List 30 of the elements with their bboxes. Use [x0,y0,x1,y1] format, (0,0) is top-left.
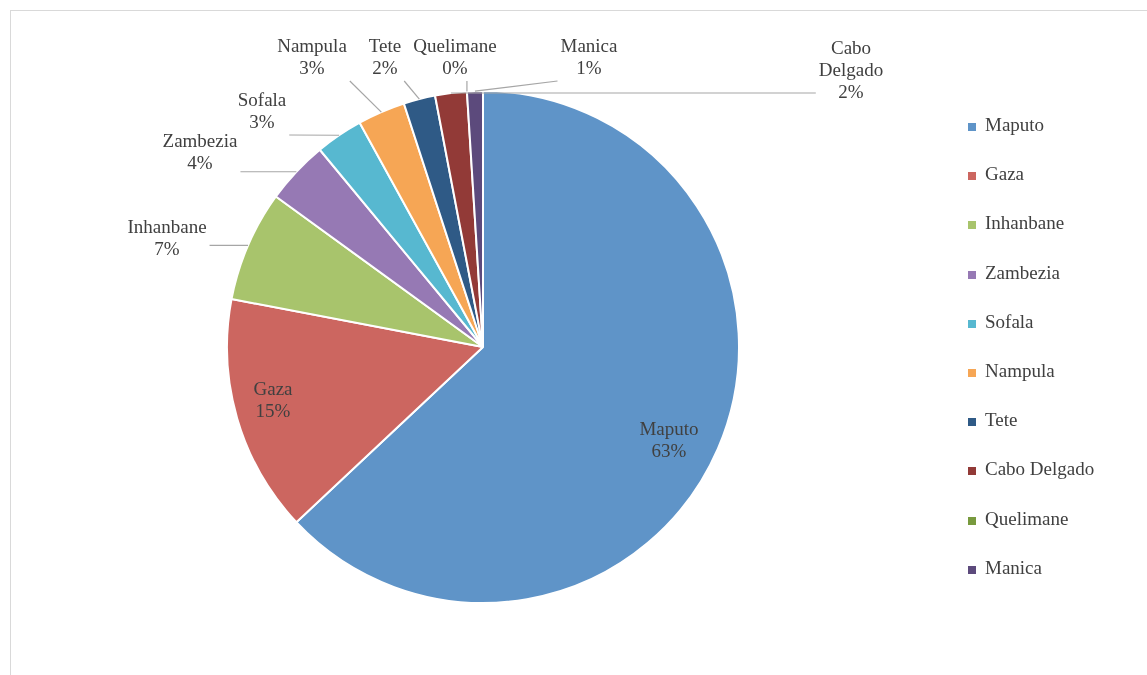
data-label: 2% [372,56,398,78]
text: 0% [442,56,468,78]
legend-label: Zambezia [985,261,1060,284]
slice-label: Cabo Delgado [818,36,884,80]
data-label: 3% [249,110,275,132]
legend-label: Cabo Delgado [985,458,1095,481]
data-label: 7% [154,237,180,259]
legend-label: Manica [985,556,1042,579]
data-label: 4% [187,151,213,173]
legend-label: Tete [985,409,1018,432]
legend-label: Inhanbane [985,212,1065,235]
slice-label: Sofala [237,88,287,110]
data-label: 63% [651,439,687,461]
legend-label: Sofala [985,310,1034,333]
slice-label: Manica [560,34,619,56]
slice-label: Inhanbane [127,215,207,237]
slice-label: Gaza [253,377,294,399]
legend-label: Gaza [985,163,1025,186]
slice-label: Nampula [277,34,348,56]
slice-label: Tete [368,34,402,56]
slice-label: Zambezia [162,129,239,151]
data-label: 3% [299,56,325,78]
legend-label: Quelimane [985,507,1069,530]
category-label: Quelimane [413,34,497,56]
slice-label: Maputo [639,417,699,439]
data-label: 2% [838,80,864,102]
legend-label: Nampula [985,359,1055,382]
legend-label: Maputo [985,114,1045,136]
data-label: 15% [255,399,291,421]
data-label: 1% [576,56,602,78]
